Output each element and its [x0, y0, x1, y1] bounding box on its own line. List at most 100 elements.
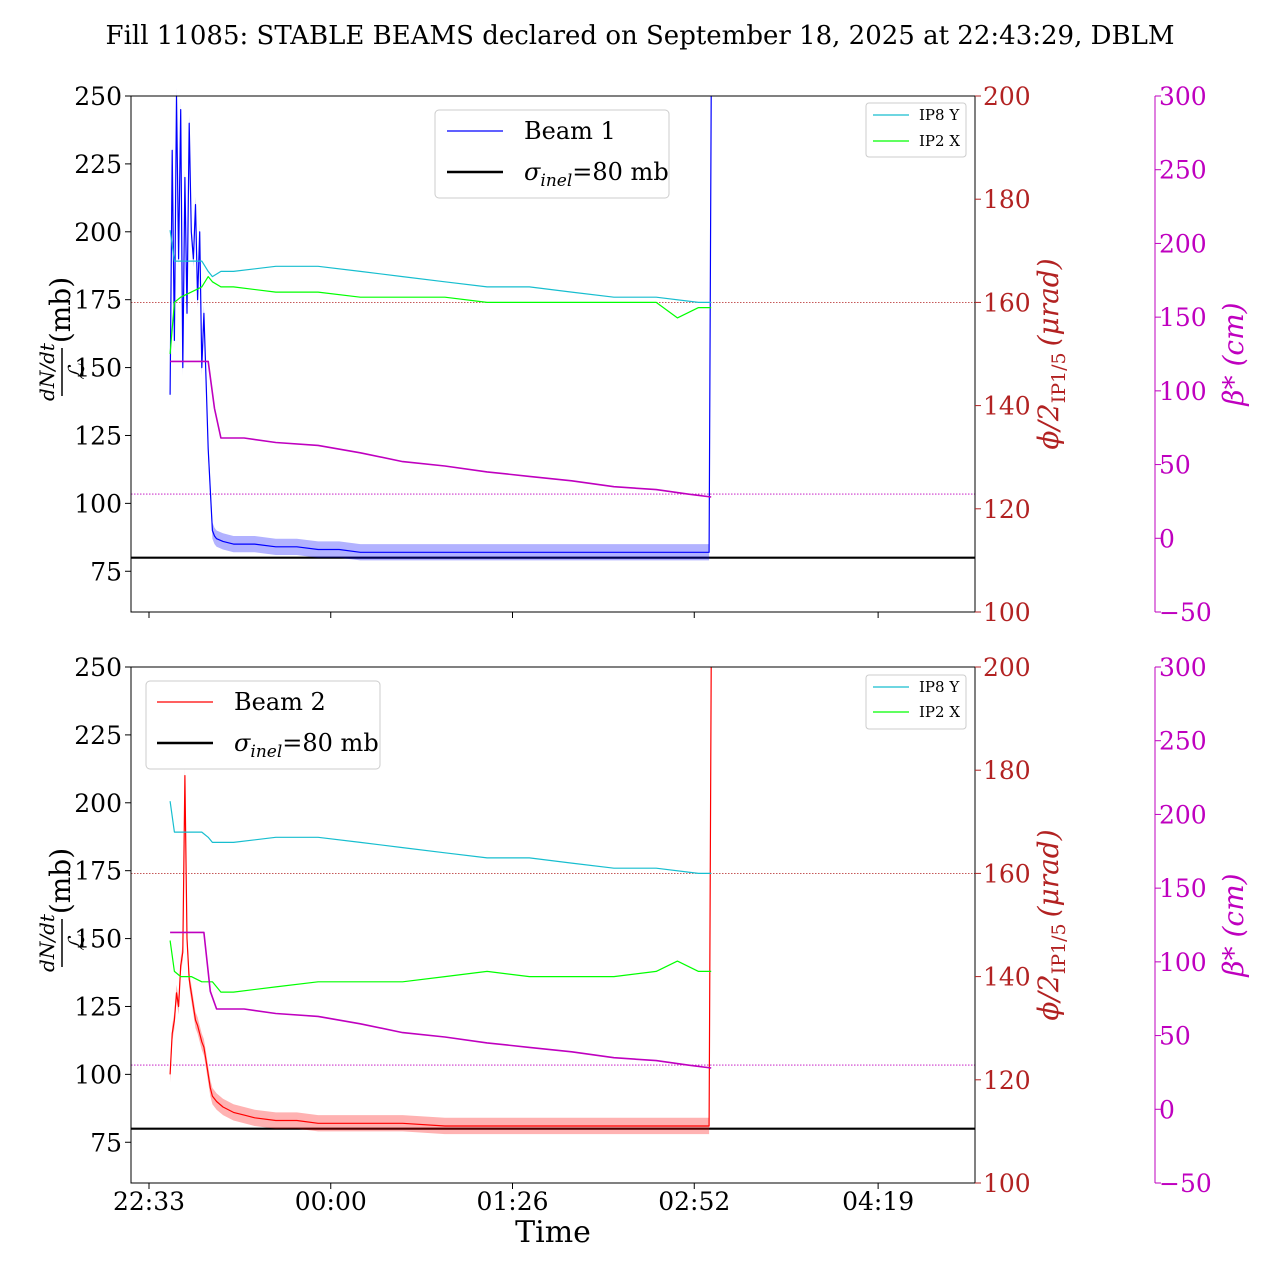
left-tick-label: 250 [74, 82, 122, 111]
figure-title: Fill 11085: STABLE BEAMS declared on Sep… [106, 21, 1175, 51]
right2-tick-label: 300 [1159, 653, 1207, 682]
right2-tick-label: 250 [1159, 727, 1207, 756]
series-line-beam-2 [169, 666, 712, 1127]
panel2-legend-sigma-value: =80 mb [282, 729, 378, 757]
panel1-ylabel-left: dN/dt ℒ (mb) [35, 277, 90, 401]
right1-tick-label: 200 [983, 82, 1031, 111]
right2-tick-label: 200 [1159, 800, 1207, 829]
panel1-x-ticks [148, 612, 879, 618]
right2-tick-label: 50 [1159, 451, 1191, 480]
panel2-legend-main: Beam 2 σinel=80 mb [145, 680, 381, 770]
left-tick-label: 125 [74, 421, 122, 450]
panel1-right2-axis: 300 250 200 150 100 50 0 −50 [1154, 82, 1212, 627]
panel2-legend-sigma-symbol: σ [234, 729, 251, 757]
series-line-ip8-y [169, 801, 712, 875]
right1-tick-label: 140 [983, 963, 1031, 992]
svg-text:ϕ/2IP1/5(μrad): ϕ/2IP1/5 (μrad) [1032, 258, 1070, 449]
panel2-left-ticks: 250 225 200 175 150 125 100 75 [74, 653, 131, 1157]
right1-tick-label: 200 [983, 653, 1031, 682]
svg-text:σinel=80 mb: σinel=80 mb [234, 729, 379, 762]
left-tick-label: 175 [74, 857, 122, 886]
right2-tick-label: −50 [1159, 1169, 1212, 1198]
panel1-legend-sigma-symbol: σ [524, 158, 541, 186]
panel1-series-layer [131, 87, 975, 561]
right2-tick-label: 300 [1159, 82, 1207, 111]
panel1-ylabel-phi: ϕ/2 [1032, 403, 1065, 449]
panel1-frame [130, 95, 976, 613]
panel2-ylabel-phi-unit: (μrad) [1032, 829, 1065, 917]
panel-beam1: 250 225 200 175 150 125 100 75 200 180 160 140 120 1… [35, 82, 1250, 627]
panel2-legend-sigma-sub: inel [250, 742, 282, 762]
right2-tick-label: 150 [1159, 303, 1207, 332]
right2-tick-label: −50 [1159, 598, 1212, 627]
right2-tick-label: 0 [1159, 1095, 1175, 1124]
panel2-x-ticks: 22:33 00:00 01:26 02:52 04:19 [113, 1183, 914, 1216]
right1-tick-label: 100 [983, 1169, 1031, 1198]
series-line-beta-star [170, 931, 712, 1069]
panel2-ylabel-numerator: dN/dt [35, 913, 59, 972]
panel1-legend-ip: IP8 Y IP2 X [865, 102, 967, 158]
left-tick-label: 125 [74, 992, 122, 1021]
right1-tick-label: 160 [983, 288, 1031, 317]
panel2-right1-ticks: 200 180 160 140 120 100 [975, 653, 1031, 1198]
panel2-legend-ip: IP8 Y IP2 X [865, 674, 967, 730]
panel-beam2: 250 225 200 175 150 125 100 75 200 180 160 140 120 1… [35, 653, 1250, 1216]
series-line-ip8-y [169, 230, 712, 303]
left-tick-label: 150 [74, 354, 122, 383]
panel2-right2-axis: 300 250 200 150 100 50 0 −50 [1154, 653, 1212, 1198]
right1-tick-label: 180 [983, 185, 1031, 214]
panel2-frame [130, 666, 976, 1184]
panel1-legend-sigma-sub: inel [540, 171, 572, 191]
left-tick-label: 200 [74, 789, 122, 818]
series-line-ip2-x [169, 276, 712, 355]
x-tick-label: 00:00 [295, 1187, 367, 1216]
right2-tick-label: 150 [1159, 874, 1207, 903]
series-line-beta-star [170, 360, 712, 498]
panel1-ylabel-phi-sub: IP1/5 [1048, 352, 1070, 403]
right2-tick-label: 0 [1159, 524, 1175, 553]
left-tick-label: 175 [74, 286, 122, 315]
svg-text:ϕ/2IP1/5(μrad): ϕ/2IP1/5 (μrad) [1032, 829, 1070, 1020]
panel1-legend-ip2-label: IP2 X [919, 132, 960, 150]
left-tick-label: 75 [90, 557, 122, 586]
left-tick-label: 100 [74, 489, 122, 518]
left-tick-label: 225 [74, 721, 122, 750]
panel2-ylabel-unit: (mb) [44, 848, 77, 914]
right2-tick-label: 100 [1159, 377, 1207, 406]
panel2-ylabel-phi: ϕ/2 [1032, 974, 1065, 1020]
panel1-ylabel-denominator: ℒ [65, 363, 90, 380]
x-axis-label: Time [515, 1215, 591, 1250]
right1-tick-label: 120 [983, 1066, 1031, 1095]
panel2-series-layer [131, 658, 975, 1135]
series-line-ip2-x [169, 940, 712, 993]
panel1-ylabel-unit: (mb) [44, 277, 77, 343]
svg-text:σinel=80 mb: σinel=80 mb [524, 158, 669, 191]
x-tick-label: 01:26 [476, 1187, 548, 1216]
panel2-ylabel-left: dN/dt ℒ (mb) [35, 848, 90, 972]
panel1-legend-main: Beam 1 σinel=80 mb [434, 109, 670, 199]
panel1-ylabel-phi-unit: (μrad) [1032, 258, 1065, 346]
panel1-right1-ticks: 200 180 160 140 120 100 [975, 82, 1031, 627]
panel2-legend-ip8-label: IP8 Y [919, 678, 960, 696]
panel1-legend-beam-label: Beam 1 [524, 117, 616, 145]
left-tick-label: 150 [74, 925, 122, 954]
panel1-legend-sigma-value: =80 mb [572, 158, 668, 186]
x-tick-label: 04:19 [842, 1187, 914, 1216]
right1-tick-label: 180 [983, 756, 1031, 785]
left-tick-label: 200 [74, 218, 122, 247]
panel2-legend-ip2-label: IP2 X [919, 703, 960, 721]
x-tick-label: 02:52 [658, 1187, 730, 1216]
panel2-legend-beam-label: Beam 2 [234, 688, 326, 716]
x-tick-label: 22:33 [113, 1187, 185, 1216]
panel1-ylabel-right1: ϕ/2IP1/5 (μrad) [1032, 258, 1070, 449]
right1-tick-label: 140 [983, 392, 1031, 421]
left-tick-label: 100 [74, 1060, 122, 1089]
right2-tick-label: 100 [1159, 948, 1207, 977]
panel2-ylabel-denominator: ℒ [65, 934, 90, 951]
right1-tick-label: 160 [983, 859, 1031, 888]
left-tick-label: 250 [74, 653, 122, 682]
series-line-beam-1 [169, 95, 712, 553]
panel2-ylabel-right1: ϕ/2IP1/5 (μrad) [1032, 829, 1070, 1020]
panel1-left-ticks: 250 225 200 175 150 125 100 75 [74, 82, 131, 586]
